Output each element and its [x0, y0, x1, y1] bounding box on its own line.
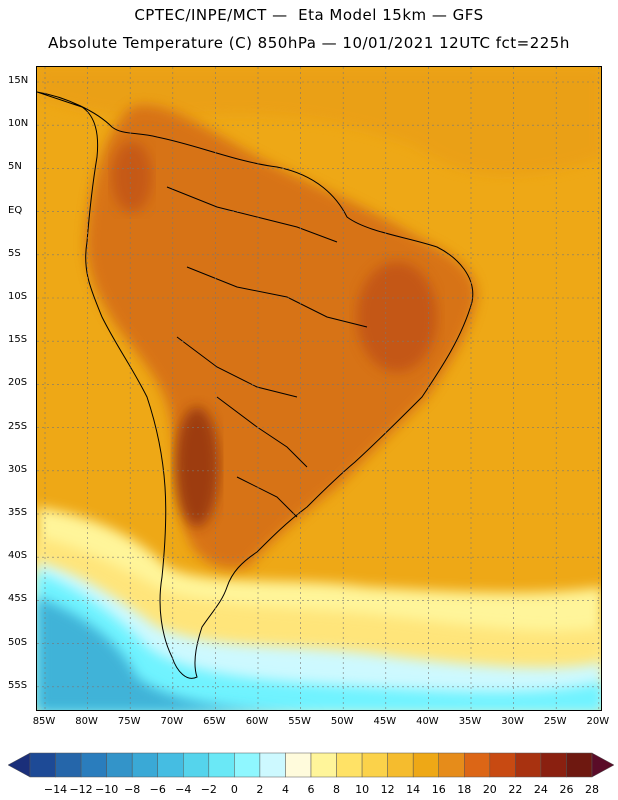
colorbar-tick-label: −4: [175, 783, 192, 796]
colorbar-segment: [310, 752, 337, 778]
colorbar-tick-label: 12: [380, 783, 395, 796]
lat-label: 25S: [8, 420, 28, 432]
colorbar-segment: [208, 752, 235, 778]
graticule: [37, 67, 601, 710]
colorbar-segment: [336, 752, 363, 778]
lat-label: 10N: [8, 118, 29, 130]
lon-label: 40W: [416, 716, 439, 727]
colorbar-segment: [489, 752, 516, 778]
lat-label: 20S: [8, 377, 28, 389]
colorbar-tick-label: 8: [333, 783, 341, 796]
lat-label: 5N: [8, 161, 22, 173]
lon-label: 60W: [245, 716, 269, 727]
colorbar-segment: [55, 752, 82, 778]
coldest-zone: [37, 597, 268, 710]
lat-label: 15N: [8, 75, 29, 86]
colorbar-segment: [515, 752, 542, 778]
lon-label: 35W: [458, 716, 482, 727]
colombia-hot-core: [112, 142, 152, 212]
colorbar-segment: [80, 752, 107, 778]
colorbar-tick-label: 0: [230, 783, 238, 796]
colorbar-tick-label: 10: [355, 783, 370, 796]
lon-label: 55W: [288, 716, 311, 727]
colorbar-high-triangle: [591, 752, 614, 778]
lon-label: 80W: [75, 716, 98, 727]
colorbar-segment: [464, 752, 491, 778]
colorbar-segment: [387, 752, 414, 778]
lon-label: 75W: [117, 716, 141, 727]
lat-label: EQ: [8, 204, 23, 216]
lat-label: 30S: [8, 463, 28, 475]
colorbar-segment: [285, 752, 312, 778]
colorbar-tick-label: 14: [406, 783, 421, 796]
lat-label: 55S: [8, 679, 28, 691]
lon-label: 25W: [543, 716, 567, 727]
colorbar-segment: [234, 752, 261, 778]
chart-title-line1: CPTEC/INPE/MCT — Eta Model 15km — GFS: [134, 6, 484, 24]
lon-label: 30W: [501, 716, 524, 727]
temperature-field: [37, 67, 601, 710]
colorbar: [8, 752, 614, 778]
colorbar-tick-label: 28: [585, 783, 599, 796]
colorbar-segment: [412, 752, 439, 778]
colorbar-segment: [183, 752, 210, 778]
chaco-hot-core: [175, 407, 219, 527]
lon-label: 85W: [32, 716, 56, 727]
northeast-hot-core: [357, 262, 437, 372]
colorbar-segment: [438, 752, 465, 778]
coastlines: [37, 91, 474, 679]
lon-label: 65W: [203, 716, 226, 727]
colorbar-segment: [566, 752, 593, 778]
colorbar-segment: [106, 752, 133, 778]
colorbar-tick-label: 4: [281, 783, 289, 796]
lat-label: 40S: [8, 550, 28, 562]
temperature-map: [36, 66, 602, 711]
lon-label: 45W: [373, 716, 397, 727]
colorbar-tick-label: 2: [256, 783, 264, 796]
colorbar-segment: [157, 752, 184, 778]
lat-label: 5S: [8, 247, 21, 259]
colorbar-segment: [361, 752, 388, 778]
colorbar-tick-label: 24: [533, 783, 548, 796]
lat-label: 10S: [8, 291, 28, 302]
northern-warm-zone: [37, 67, 601, 176]
colorbar-tick-label: 26: [559, 783, 574, 796]
colorbar-tick-label: 22: [508, 783, 523, 796]
lon-label: 50W: [330, 716, 354, 727]
chart-title-line2: Absolute Temperature (C) 850hPa — 10/01/…: [48, 34, 570, 52]
lon-label: 20W: [586, 716, 610, 727]
colorbar-segment: [29, 752, 56, 778]
colorbar-tick-label: 20: [482, 783, 497, 796]
colorbar-tick-label: −2: [200, 783, 217, 796]
colorbar-tick-label: −8: [124, 783, 141, 796]
colorbar-segment: [131, 752, 158, 778]
colorbar-tick-label: 6: [307, 783, 315, 796]
colorbar-tick-label: −12: [69, 783, 93, 796]
lat-label: 50S: [8, 636, 28, 648]
colorbar-low-triangle: [8, 752, 31, 778]
lat-label: 45S: [8, 593, 28, 605]
colorbar-segment: [540, 752, 567, 778]
lon-label: 70W: [160, 716, 184, 727]
cold-band: [37, 572, 601, 710]
lat-label: 15S: [8, 334, 28, 346]
colorbar-tick-label: −10: [95, 783, 119, 796]
colorbar-tick-label: 16: [431, 783, 446, 796]
colorbar-tick-label: −14: [43, 783, 68, 796]
colorbar-tick-label: 18: [457, 783, 472, 796]
colorbar-tick-label: −6: [149, 783, 166, 796]
colorbar-segment: [259, 752, 286, 778]
lat-label: 35S: [8, 507, 28, 518]
